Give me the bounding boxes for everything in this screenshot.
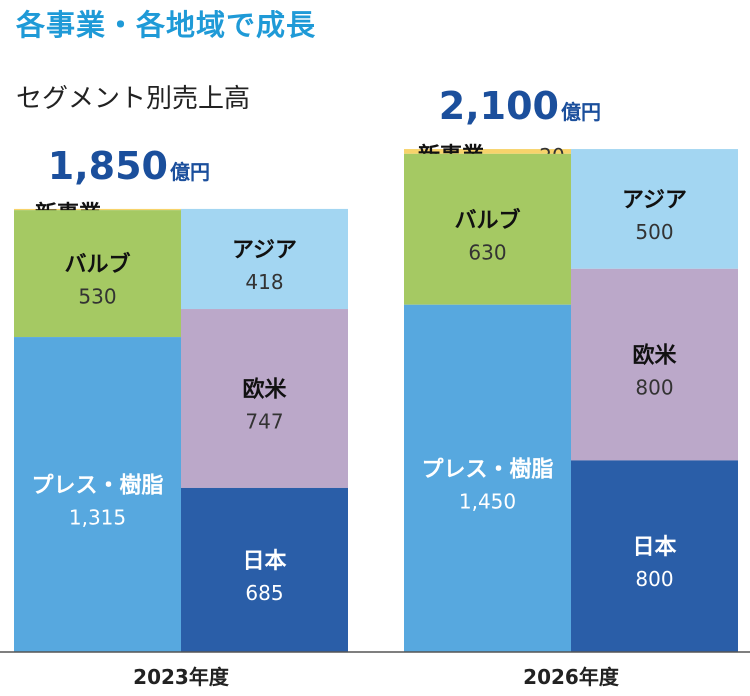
chart-subtitle: セグメント別売上高 bbox=[16, 84, 251, 114]
segment-value-label: 747 bbox=[245, 409, 283, 433]
bar-segment-business-0 bbox=[404, 149, 571, 154]
segment-name-label: アジア bbox=[232, 238, 297, 263]
bar-segment-region-1 bbox=[571, 268, 738, 461]
segment-name-label: 欧米 bbox=[242, 376, 287, 402]
segment-name-label: プレス・樹脂 bbox=[31, 473, 163, 499]
total-value-label: 1,850 bbox=[48, 144, 168, 188]
segment-value-label: 1,450 bbox=[459, 489, 516, 513]
segment-name-label: 日本 bbox=[632, 535, 676, 560]
bar-segment-region-2 bbox=[571, 460, 738, 652]
bar-segment-region-2 bbox=[181, 487, 348, 652]
segment-name-label: アジア bbox=[622, 188, 687, 213]
segment-value-label: 685 bbox=[245, 581, 283, 605]
segment-value-label: 800 bbox=[635, 567, 673, 591]
segment-name-label: バルブ bbox=[64, 252, 130, 278]
segment-name-label: プレス・樹脂 bbox=[421, 456, 553, 482]
bar-segment-region-0 bbox=[571, 149, 738, 269]
segment-name-label: バルブ bbox=[454, 207, 520, 233]
page-headline: 各事業・各地域で成長 bbox=[16, 8, 317, 42]
x-tick-label: 2026年度 bbox=[523, 665, 620, 689]
bar-segment-region-0 bbox=[181, 208, 348, 310]
x-tick-label: 2023年度 bbox=[133, 665, 230, 689]
segment-name-label: 日本 bbox=[242, 549, 286, 574]
bar-segment-business-2 bbox=[404, 304, 571, 652]
segment-value-label: 630 bbox=[468, 240, 506, 264]
bar-segment-business-1 bbox=[404, 153, 571, 305]
segment-value-label: 500 bbox=[635, 220, 673, 244]
bar-segment-region-1 bbox=[181, 309, 348, 488]
segment-value-label: 800 bbox=[635, 376, 673, 400]
segment-value-label: 418 bbox=[245, 270, 283, 294]
segment-name-label: 欧米 bbox=[632, 343, 677, 369]
bar-segment-business-0 bbox=[14, 208, 181, 211]
total-unit-label: 億円 bbox=[170, 160, 210, 184]
total-value-label: 2,100 bbox=[439, 84, 559, 128]
segment-value-label: 530 bbox=[78, 285, 116, 309]
bar-segment-business-2 bbox=[14, 337, 181, 652]
bar-segment-business-1 bbox=[14, 210, 181, 338]
segment-value-label: 1,315 bbox=[69, 506, 126, 530]
total-unit-label: 億円 bbox=[561, 100, 601, 124]
